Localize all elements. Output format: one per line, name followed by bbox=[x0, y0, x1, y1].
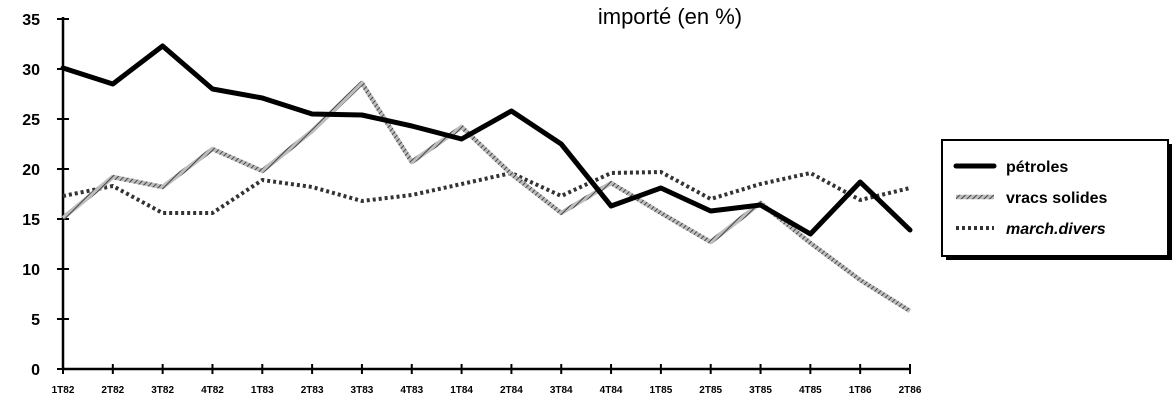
legend: pétroles vracs solides march.divers bbox=[941, 139, 1172, 260]
y-tick-label: 15 bbox=[22, 212, 40, 229]
x-tick-label: 2T86 bbox=[899, 385, 922, 396]
y-tick-label: 25 bbox=[22, 112, 40, 129]
y-axis-ticks: 0 5 10 15 20 25 30 35 bbox=[22, 12, 69, 379]
x-tick-label: 4T85 bbox=[799, 385, 822, 396]
x-tick-label: 2T85 bbox=[699, 385, 722, 396]
x-tick-label: 3T85 bbox=[749, 385, 772, 396]
x-tick-label: 1T86 bbox=[849, 385, 872, 396]
legend-label-march-divers: march.divers bbox=[1006, 221, 1106, 238]
x-axis-ticks: 1T82 2T82 3T82 4T82 1T83 2T83 3T83 4T83 1T84 2T84… bbox=[52, 364, 922, 396]
series-layer bbox=[60, 43, 913, 313]
series-line-march-divers bbox=[62, 170, 911, 215]
y-tick-label: 10 bbox=[22, 262, 40, 279]
y-tick-label: 35 bbox=[22, 12, 40, 29]
x-tick-label: 1T82 bbox=[52, 385, 75, 396]
x-tick-label: 3T82 bbox=[151, 385, 174, 396]
x-tick-label: 2T82 bbox=[101, 385, 124, 396]
x-tick-label: 1T84 bbox=[450, 385, 473, 396]
y-tick-label: 30 bbox=[22, 62, 40, 79]
x-tick-label: 1T83 bbox=[251, 385, 274, 396]
x-tick-label: 1T85 bbox=[649, 385, 672, 396]
chart-axes bbox=[61, 17, 910, 371]
x-tick-label: 3T84 bbox=[550, 385, 573, 396]
series-line-vracs-solides bbox=[61, 80, 912, 313]
legend-label-p-troles: pétroles bbox=[1006, 159, 1068, 176]
series-line-p-troles bbox=[60, 43, 913, 237]
legend-label-vracs-solides: vracs solides bbox=[1006, 190, 1108, 207]
y-tick-label: 5 bbox=[31, 312, 40, 329]
x-tick-label: 2T84 bbox=[500, 385, 523, 396]
x-tick-label: 2T83 bbox=[301, 385, 324, 396]
x-tick-label: 4T83 bbox=[400, 385, 423, 396]
chart-title: importé (en %) bbox=[598, 4, 742, 29]
x-tick-label: 3T83 bbox=[351, 385, 374, 396]
y-tick-label: 0 bbox=[31, 362, 40, 379]
y-tick-label: 20 bbox=[22, 162, 40, 179]
x-tick-label: 4T82 bbox=[201, 385, 224, 396]
x-tick-label: 4T84 bbox=[600, 385, 623, 396]
